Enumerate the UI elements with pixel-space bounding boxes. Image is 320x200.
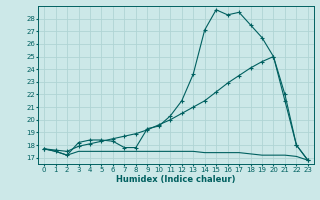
X-axis label: Humidex (Indice chaleur): Humidex (Indice chaleur) xyxy=(116,175,236,184)
